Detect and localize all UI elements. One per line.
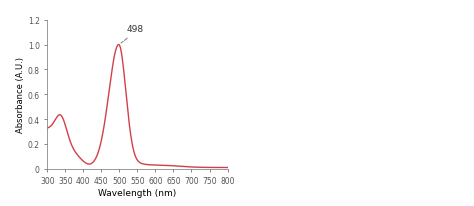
X-axis label: Wavelength (nm): Wavelength (nm) <box>98 188 177 197</box>
Y-axis label: Absorbance (A.U.): Absorbance (A.U.) <box>16 57 25 133</box>
Text: 498: 498 <box>121 25 144 44</box>
